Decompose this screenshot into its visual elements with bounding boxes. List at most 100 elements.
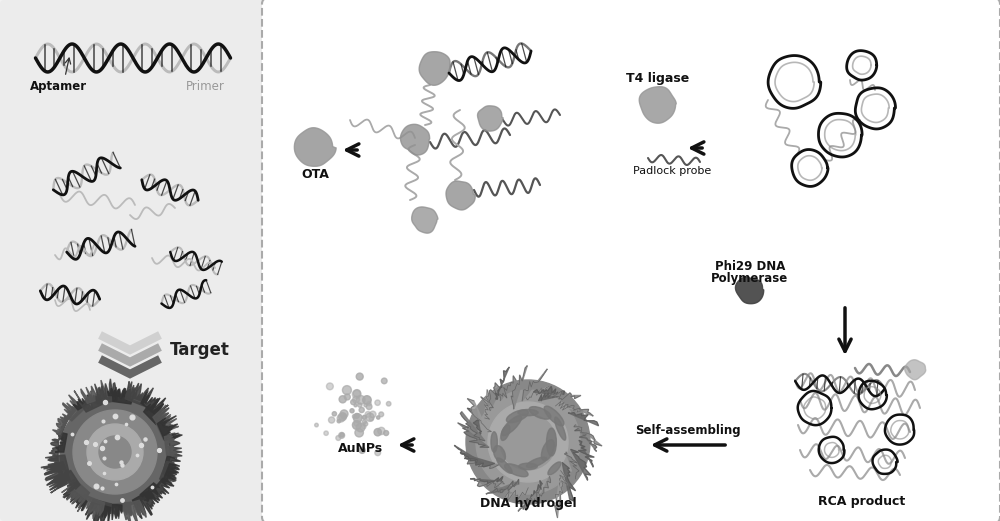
Polygon shape (169, 435, 182, 458)
Circle shape (352, 420, 361, 429)
Circle shape (363, 421, 368, 426)
Circle shape (354, 421, 359, 426)
Polygon shape (41, 464, 67, 493)
Ellipse shape (541, 440, 554, 461)
FancyBboxPatch shape (0, 0, 266, 521)
Polygon shape (905, 360, 926, 380)
Circle shape (476, 390, 580, 494)
Polygon shape (156, 416, 175, 440)
Polygon shape (555, 470, 565, 501)
Polygon shape (79, 394, 102, 412)
Circle shape (500, 414, 556, 470)
Polygon shape (526, 387, 549, 400)
Polygon shape (73, 395, 95, 410)
Circle shape (340, 410, 348, 418)
Text: DNA hydrogel: DNA hydrogel (480, 497, 576, 510)
Polygon shape (44, 455, 69, 479)
Circle shape (366, 404, 372, 410)
Polygon shape (578, 440, 594, 467)
Circle shape (362, 420, 366, 424)
Polygon shape (85, 502, 111, 521)
Polygon shape (125, 388, 148, 406)
Circle shape (342, 386, 351, 394)
Circle shape (344, 394, 350, 400)
Polygon shape (467, 399, 491, 432)
Polygon shape (163, 455, 181, 478)
Circle shape (367, 402, 371, 406)
Polygon shape (500, 376, 516, 401)
Polygon shape (565, 405, 593, 416)
Ellipse shape (491, 432, 497, 452)
Polygon shape (52, 470, 80, 498)
Circle shape (73, 410, 157, 494)
Polygon shape (495, 367, 509, 399)
Polygon shape (62, 405, 77, 425)
Polygon shape (57, 420, 67, 440)
Polygon shape (55, 432, 67, 452)
Polygon shape (140, 483, 160, 500)
Polygon shape (458, 423, 489, 447)
Polygon shape (523, 480, 542, 510)
Circle shape (359, 407, 364, 413)
Polygon shape (486, 481, 516, 494)
Circle shape (352, 414, 356, 418)
Text: Phi29 DNA: Phi29 DNA (715, 260, 785, 273)
Text: T4 ligase: T4 ligase (626, 72, 690, 85)
Circle shape (350, 408, 354, 413)
Polygon shape (481, 390, 490, 419)
Polygon shape (412, 207, 438, 233)
Polygon shape (157, 416, 182, 440)
Polygon shape (492, 479, 519, 493)
Circle shape (370, 411, 376, 417)
Ellipse shape (544, 406, 564, 426)
Circle shape (87, 424, 143, 480)
Circle shape (369, 417, 373, 421)
Text: Primer: Primer (186, 80, 224, 93)
Circle shape (332, 412, 337, 416)
Ellipse shape (494, 445, 505, 462)
Polygon shape (113, 387, 135, 404)
Polygon shape (95, 379, 116, 404)
Circle shape (337, 414, 345, 422)
Polygon shape (419, 52, 450, 85)
Polygon shape (150, 478, 174, 501)
Polygon shape (162, 464, 179, 485)
FancyBboxPatch shape (262, 0, 1000, 521)
Ellipse shape (529, 406, 551, 419)
Circle shape (377, 416, 380, 419)
Text: RCA product: RCA product (818, 495, 906, 508)
Polygon shape (735, 277, 764, 304)
Ellipse shape (555, 417, 566, 440)
Polygon shape (556, 401, 583, 412)
Circle shape (354, 414, 359, 418)
Circle shape (378, 427, 385, 435)
Circle shape (340, 433, 344, 437)
Polygon shape (108, 388, 130, 397)
Polygon shape (160, 462, 179, 483)
Circle shape (488, 402, 568, 482)
Polygon shape (518, 489, 540, 511)
Circle shape (355, 428, 363, 437)
Circle shape (354, 404, 357, 407)
Polygon shape (81, 380, 106, 403)
Ellipse shape (497, 458, 512, 473)
Polygon shape (555, 477, 568, 518)
Circle shape (341, 414, 346, 419)
Circle shape (60, 397, 170, 507)
Polygon shape (511, 366, 527, 409)
Polygon shape (400, 125, 430, 155)
Circle shape (359, 447, 365, 453)
Circle shape (353, 390, 361, 397)
Circle shape (339, 413, 347, 420)
Polygon shape (44, 462, 70, 490)
Polygon shape (550, 391, 581, 400)
Polygon shape (102, 504, 122, 520)
Polygon shape (145, 487, 162, 502)
Circle shape (375, 450, 381, 456)
Circle shape (336, 436, 341, 440)
Polygon shape (461, 453, 495, 467)
Polygon shape (460, 412, 485, 441)
Polygon shape (164, 435, 177, 455)
Polygon shape (466, 458, 499, 468)
Polygon shape (49, 439, 59, 461)
